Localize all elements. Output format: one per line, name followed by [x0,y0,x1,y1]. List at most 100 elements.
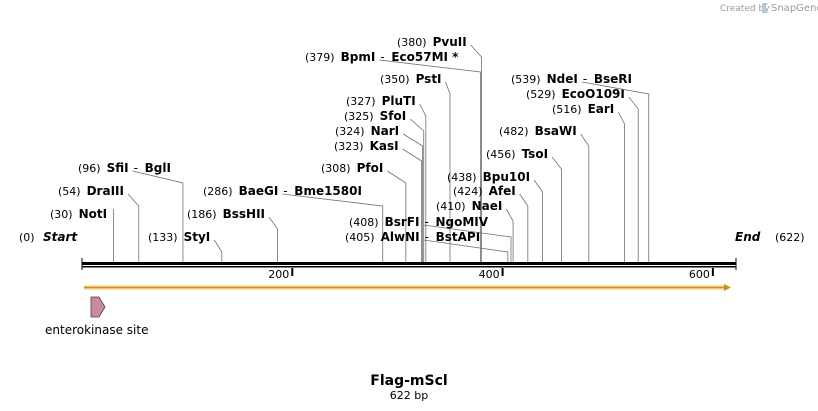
site-ndei[interactable]: (539) NdeI - BseRI [511,72,650,262]
site-bsshii-position: (186) [187,208,217,221]
site-bsrfi[interactable]: (408) BsrFI - NgoMIV [349,215,512,262]
enzyme-bsawi[interactable]: BsaWI [535,124,577,138]
enzyme-tsoi[interactable]: TsoI [522,147,548,161]
enzyme-bme1580i[interactable]: Bme1580I [294,184,362,198]
site-sfii-position: (96) [78,162,101,175]
enzyme-sfoi[interactable]: SfoI [380,109,407,123]
site-pvuii[interactable]: (380) PvuII [397,35,482,262]
enzyme-pvuii[interactable]: PvuII [433,35,467,49]
enzyme-bpmi[interactable]: BpmI [341,50,376,64]
enzyme-kasi[interactable]: KasI [370,139,399,153]
site-nari-position: (324) [335,125,365,138]
site-pvuii-position: (380) [397,36,427,49]
site-psti[interactable]: (350) PstI [380,72,451,262]
site-draiii-position: (54) [58,185,81,198]
site-styi-position: (133) [148,231,178,244]
site-tsoi[interactable]: (456) TsoI [486,147,562,262]
site-bpmi[interactable]: (379) BpmI - Eco57MI * [305,50,481,262]
enzyme-afei[interactable]: AfeI [489,184,516,198]
start-label: Start [43,230,78,244]
enzyme-ndei[interactable]: NdeI [547,72,578,86]
site-noti-position: (30) [50,208,73,221]
end-label: End [735,230,761,244]
start-position: (0) [19,231,35,244]
enterokinase-site-label: enterokinase site [45,323,148,337]
enzyme-sfii[interactable]: SfiI [107,161,129,175]
site-ecoo109i-leader-line [628,96,639,262]
site-afei-position: (424) [453,185,483,198]
enzyme-bseri[interactable]: BseRI [594,72,632,86]
sequence-name: Flag-mScl [370,373,447,389]
site-baegi-leader-line [282,193,384,262]
site-psti-position: (350) [380,73,410,86]
site-ndei-position: (539) [511,73,541,86]
site-kasi-position: (323) [334,140,364,153]
site-styi[interactable]: (133) StyI [148,230,223,262]
enzyme-bgli[interactable]: BglI [145,161,171,175]
site-ecoo109i[interactable]: (529) EcoO109I [526,87,639,262]
site-sfoi[interactable]: (325) SfoI [344,109,425,262]
site-pluti-leader-line [419,103,427,262]
sequence-backbone-top [82,262,736,265]
site-sfii-leader-line [132,170,184,262]
site-eari[interactable]: (516) EarI [552,102,625,262]
enzyme-naei[interactable]: NaeI [472,199,503,213]
enzyme-pfoi[interactable]: PfoI [357,161,384,175]
site-afei[interactable]: (424) AfeI [453,184,529,262]
site-naei-leader-line [505,208,514,262]
sequence-backbone-bottom [82,266,736,268]
enzyme-bsshii[interactable]: BssHII [223,207,265,221]
enzyme-styi[interactable]: StyI [184,230,211,244]
enzyme-nari[interactable]: NarI [371,124,400,138]
site-ndei-separator: - [583,72,587,86]
site-pfoi-leader-line [387,170,407,262]
enzyme-ngomiv[interactable]: NgoMIV [435,215,488,229]
ruler-tick-label: 400 [479,268,500,281]
enzyme-psti[interactable]: PstI [416,72,442,86]
enzyme-eari[interactable]: EarI [588,102,615,116]
site-tsoi-position: (456) [486,148,516,161]
enzyme-pluti[interactable]: PluTI [382,94,416,108]
ruler-tick-label: 200 [268,268,289,281]
ruler: 200 400 600 [268,268,714,281]
site-noti[interactable]: (30) NotI [50,207,114,262]
enzyme-eco57mi-[interactable]: Eco57MI * [391,50,459,64]
enzyme-bsrfi[interactable]: BsrFI [385,215,420,229]
site-bpu10i[interactable]: (438) Bpu10I [447,170,543,262]
site-baegi[interactable]: (286) BaeGI - Bme1580I [203,184,384,262]
enzyme-alwni[interactable]: AlwNI [381,230,420,244]
site-pfoi-position: (308) [321,162,351,175]
site-nari[interactable]: (324) NarI [335,124,424,262]
enzyme-bstapi[interactable]: BstAPI [436,230,481,244]
site-alwni[interactable]: (405) AlwNI - BstAPI [345,230,509,262]
site-kasi-leader-line [402,148,423,262]
enterokinase-site-arrow[interactable] [90,296,106,318]
site-baegi-position: (286) [203,185,233,198]
site-bpu10i-leader-line [533,179,543,262]
site-kasi[interactable]: (323) KasI [334,139,423,262]
enzyme-bpu10i[interactable]: Bpu10I [483,170,530,184]
site-alwni-position: (405) [345,231,375,244]
site-sfii-separator: - [134,161,138,175]
site-bsawi-position: (482) [499,125,529,138]
enzyme-baegi[interactable]: BaeGI [239,184,279,198]
site-bsshii[interactable]: (186) BssHII [187,207,278,262]
site-styi-leader-line [213,239,223,262]
sequence-length: 622 bp [390,389,428,402]
site-draiii[interactable]: (54) DraIII [58,184,140,262]
site-bpu10i-position: (438) [447,171,477,184]
enzyme-ecoo109i[interactable]: EcoO109I [562,87,625,101]
site-pvuii-leader-line [470,44,482,262]
site-sfii[interactable]: (96) SfiI - BglI [78,161,184,262]
site-bsawi-leader-line [580,133,590,262]
site-pluti[interactable]: (327) PluTI [346,94,427,262]
site-bpmi-separator: - [380,50,384,64]
site-pfoi[interactable]: (308) PfoI [321,161,407,262]
enzyme-draiii[interactable]: DraIII [87,184,124,198]
enzyme-noti[interactable]: NotI [79,207,108,221]
site-naei[interactable]: (410) NaeI [436,199,514,262]
site-psti-leader-line [445,81,451,262]
site-nari-leader-line [402,133,424,262]
site-bsrfi-position: (408) [349,216,379,229]
site-bsawi[interactable]: (482) BsaWI [499,124,590,262]
